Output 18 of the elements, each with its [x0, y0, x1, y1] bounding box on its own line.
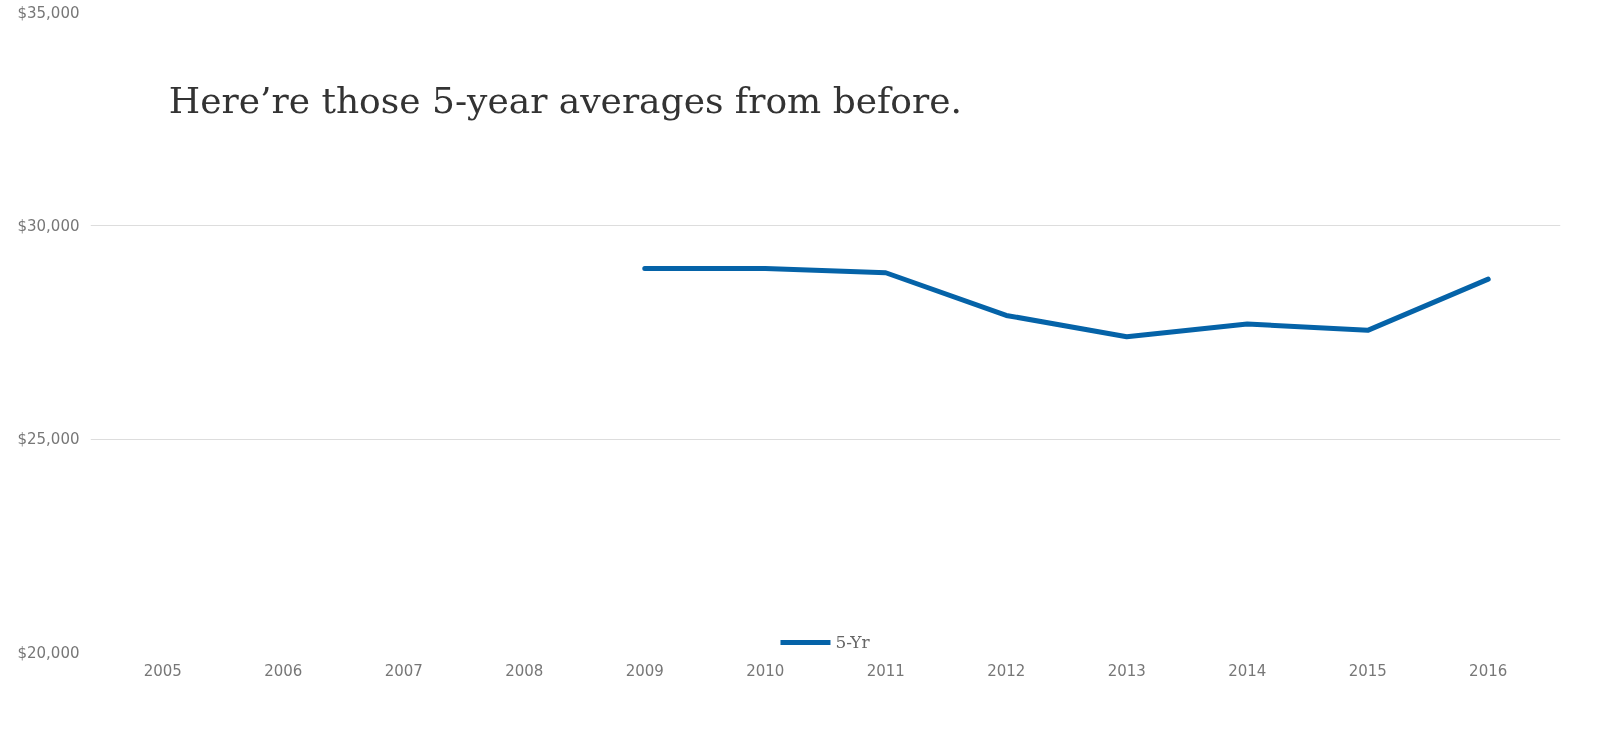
x-tick-label: 2012 [987, 661, 1026, 680]
y-tick-label: $20,000 [17, 643, 80, 662]
x-tick-label: 2014 [1228, 661, 1267, 680]
x-tick-label: 2008 [505, 661, 544, 680]
x-tick-label: 2007 [384, 661, 423, 680]
text: Here’re those 5-year averages from before. [168, 80, 962, 122]
x-tick-label: 2013 [1107, 661, 1146, 680]
x-tick-label: 2015 [1348, 661, 1387, 680]
y-tick-label: $25,000 [17, 430, 80, 449]
y-tick-label: $30,000 [17, 216, 80, 235]
x-tick-label: 2010 [746, 661, 785, 680]
legend-label: 5-Yr [835, 632, 870, 652]
x-tick-label: 2005 [143, 661, 182, 680]
y-tick-label: $35,000 [17, 3, 80, 22]
x-tick-label: 2016 [1469, 661, 1508, 680]
x-tick-label: 2009 [625, 661, 664, 680]
x-tick-label: 2006 [264, 661, 303, 680]
x-tick-label: 2011 [866, 661, 905, 680]
